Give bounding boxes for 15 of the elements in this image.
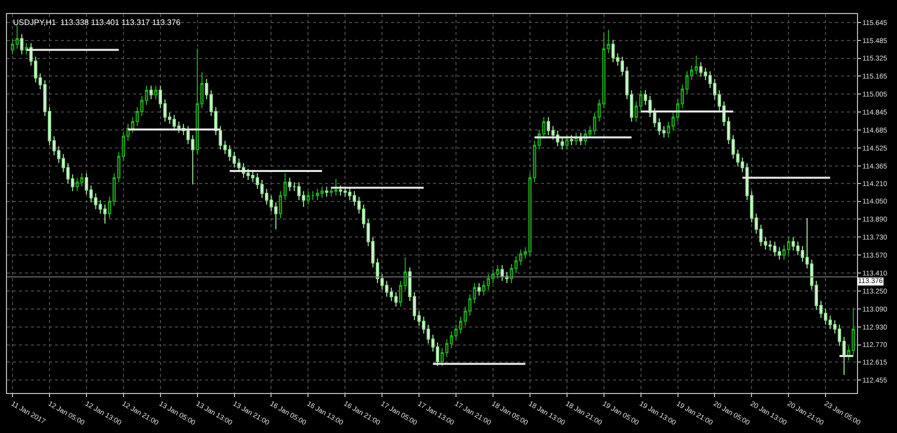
candlestick [20,34,24,55]
candlestick [496,264,500,280]
candlestick [154,85,158,100]
candlestick [306,190,310,206]
candlestick [320,186,324,198]
candlestick [24,42,28,55]
candlestick [477,282,481,296]
candlestick [325,186,328,198]
candlestick [570,134,574,146]
candlestick [546,116,550,136]
candlestick [150,85,153,100]
candlestick [565,134,569,150]
candlestick [316,188,320,201]
text: USDJPY,H1 113.338 113.401 113.317 113.376 [13,18,181,27]
candlestick [288,177,292,192]
